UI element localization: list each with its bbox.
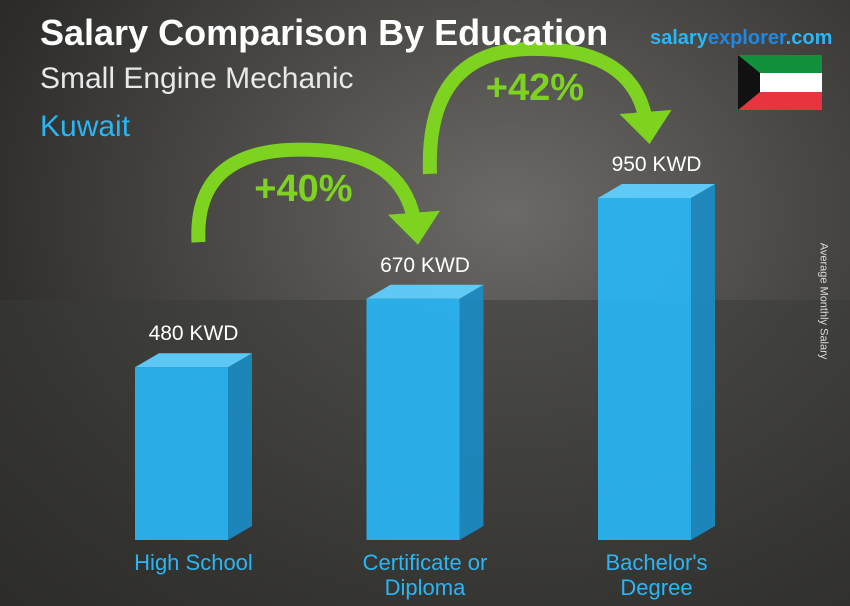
bar-side [691, 184, 715, 540]
bar-side [228, 353, 252, 540]
logo-part: explorer [707, 27, 786, 49]
bar-top [135, 353, 252, 368]
annotation: +40% [254, 167, 353, 210]
subtitle: Small Engine Mechanic [40, 62, 354, 95]
value-label: 480 KWD [148, 322, 239, 346]
x-tick-label: Certificate or Diploma [362, 550, 488, 600]
logo: salaryexplorer.com [650, 27, 832, 50]
value-label: 950 KWD [611, 153, 702, 176]
location: Kuwait [40, 110, 131, 143]
chart-title: Salary Comparison By Education [40, 12, 609, 53]
x-tick-label: Bachelor's Degree [605, 550, 708, 600]
arrow-head [619, 110, 672, 144]
value-label: 670 KWD [380, 253, 470, 277]
bar-top [598, 184, 715, 198]
arrow-arc [422, 41, 653, 175]
y-axis-label: Average Monthly Salary [817, 242, 830, 360]
bar [135, 367, 228, 540]
logo-part: .com [785, 27, 833, 49]
flag [738, 55, 822, 110]
logo-part: salary [650, 27, 708, 49]
bar [366, 298, 460, 540]
annotation: +42% [485, 67, 584, 109]
bar-side [459, 284, 484, 540]
bar [598, 198, 691, 540]
x-tick-label: High School [134, 550, 253, 575]
bar-top [366, 284, 484, 299]
arrow-head [388, 210, 440, 245]
bars [135, 184, 715, 540]
arrow-arc [191, 142, 421, 243]
arrows [191, 41, 672, 245]
